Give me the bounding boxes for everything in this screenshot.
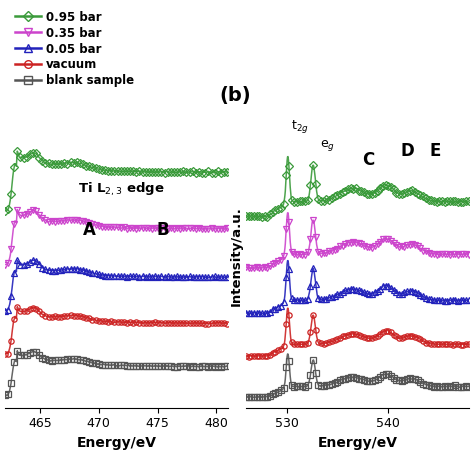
X-axis label: Energy/eV: Energy/eV <box>76 436 156 450</box>
Text: Ti L$_{2,3}$ edge: Ti L$_{2,3}$ edge <box>78 181 164 198</box>
Text: e$_g$: e$_g$ <box>319 138 335 153</box>
Text: B: B <box>156 221 169 239</box>
X-axis label: Energy/eV: Energy/eV <box>318 436 398 450</box>
Text: D: D <box>400 142 414 160</box>
Y-axis label: Intensity/a.u.: Intensity/a.u. <box>230 206 243 306</box>
Text: A: A <box>83 221 96 239</box>
Legend: 0.95 bar, 0.35 bar, 0.05 bar, vacuum, blank sample: 0.95 bar, 0.35 bar, 0.05 bar, vacuum, bl… <box>10 6 139 92</box>
Text: C: C <box>362 151 374 169</box>
Text: (b): (b) <box>219 86 251 105</box>
Text: E: E <box>429 142 440 160</box>
Text: t$_{2g}$: t$_{2g}$ <box>291 118 309 135</box>
